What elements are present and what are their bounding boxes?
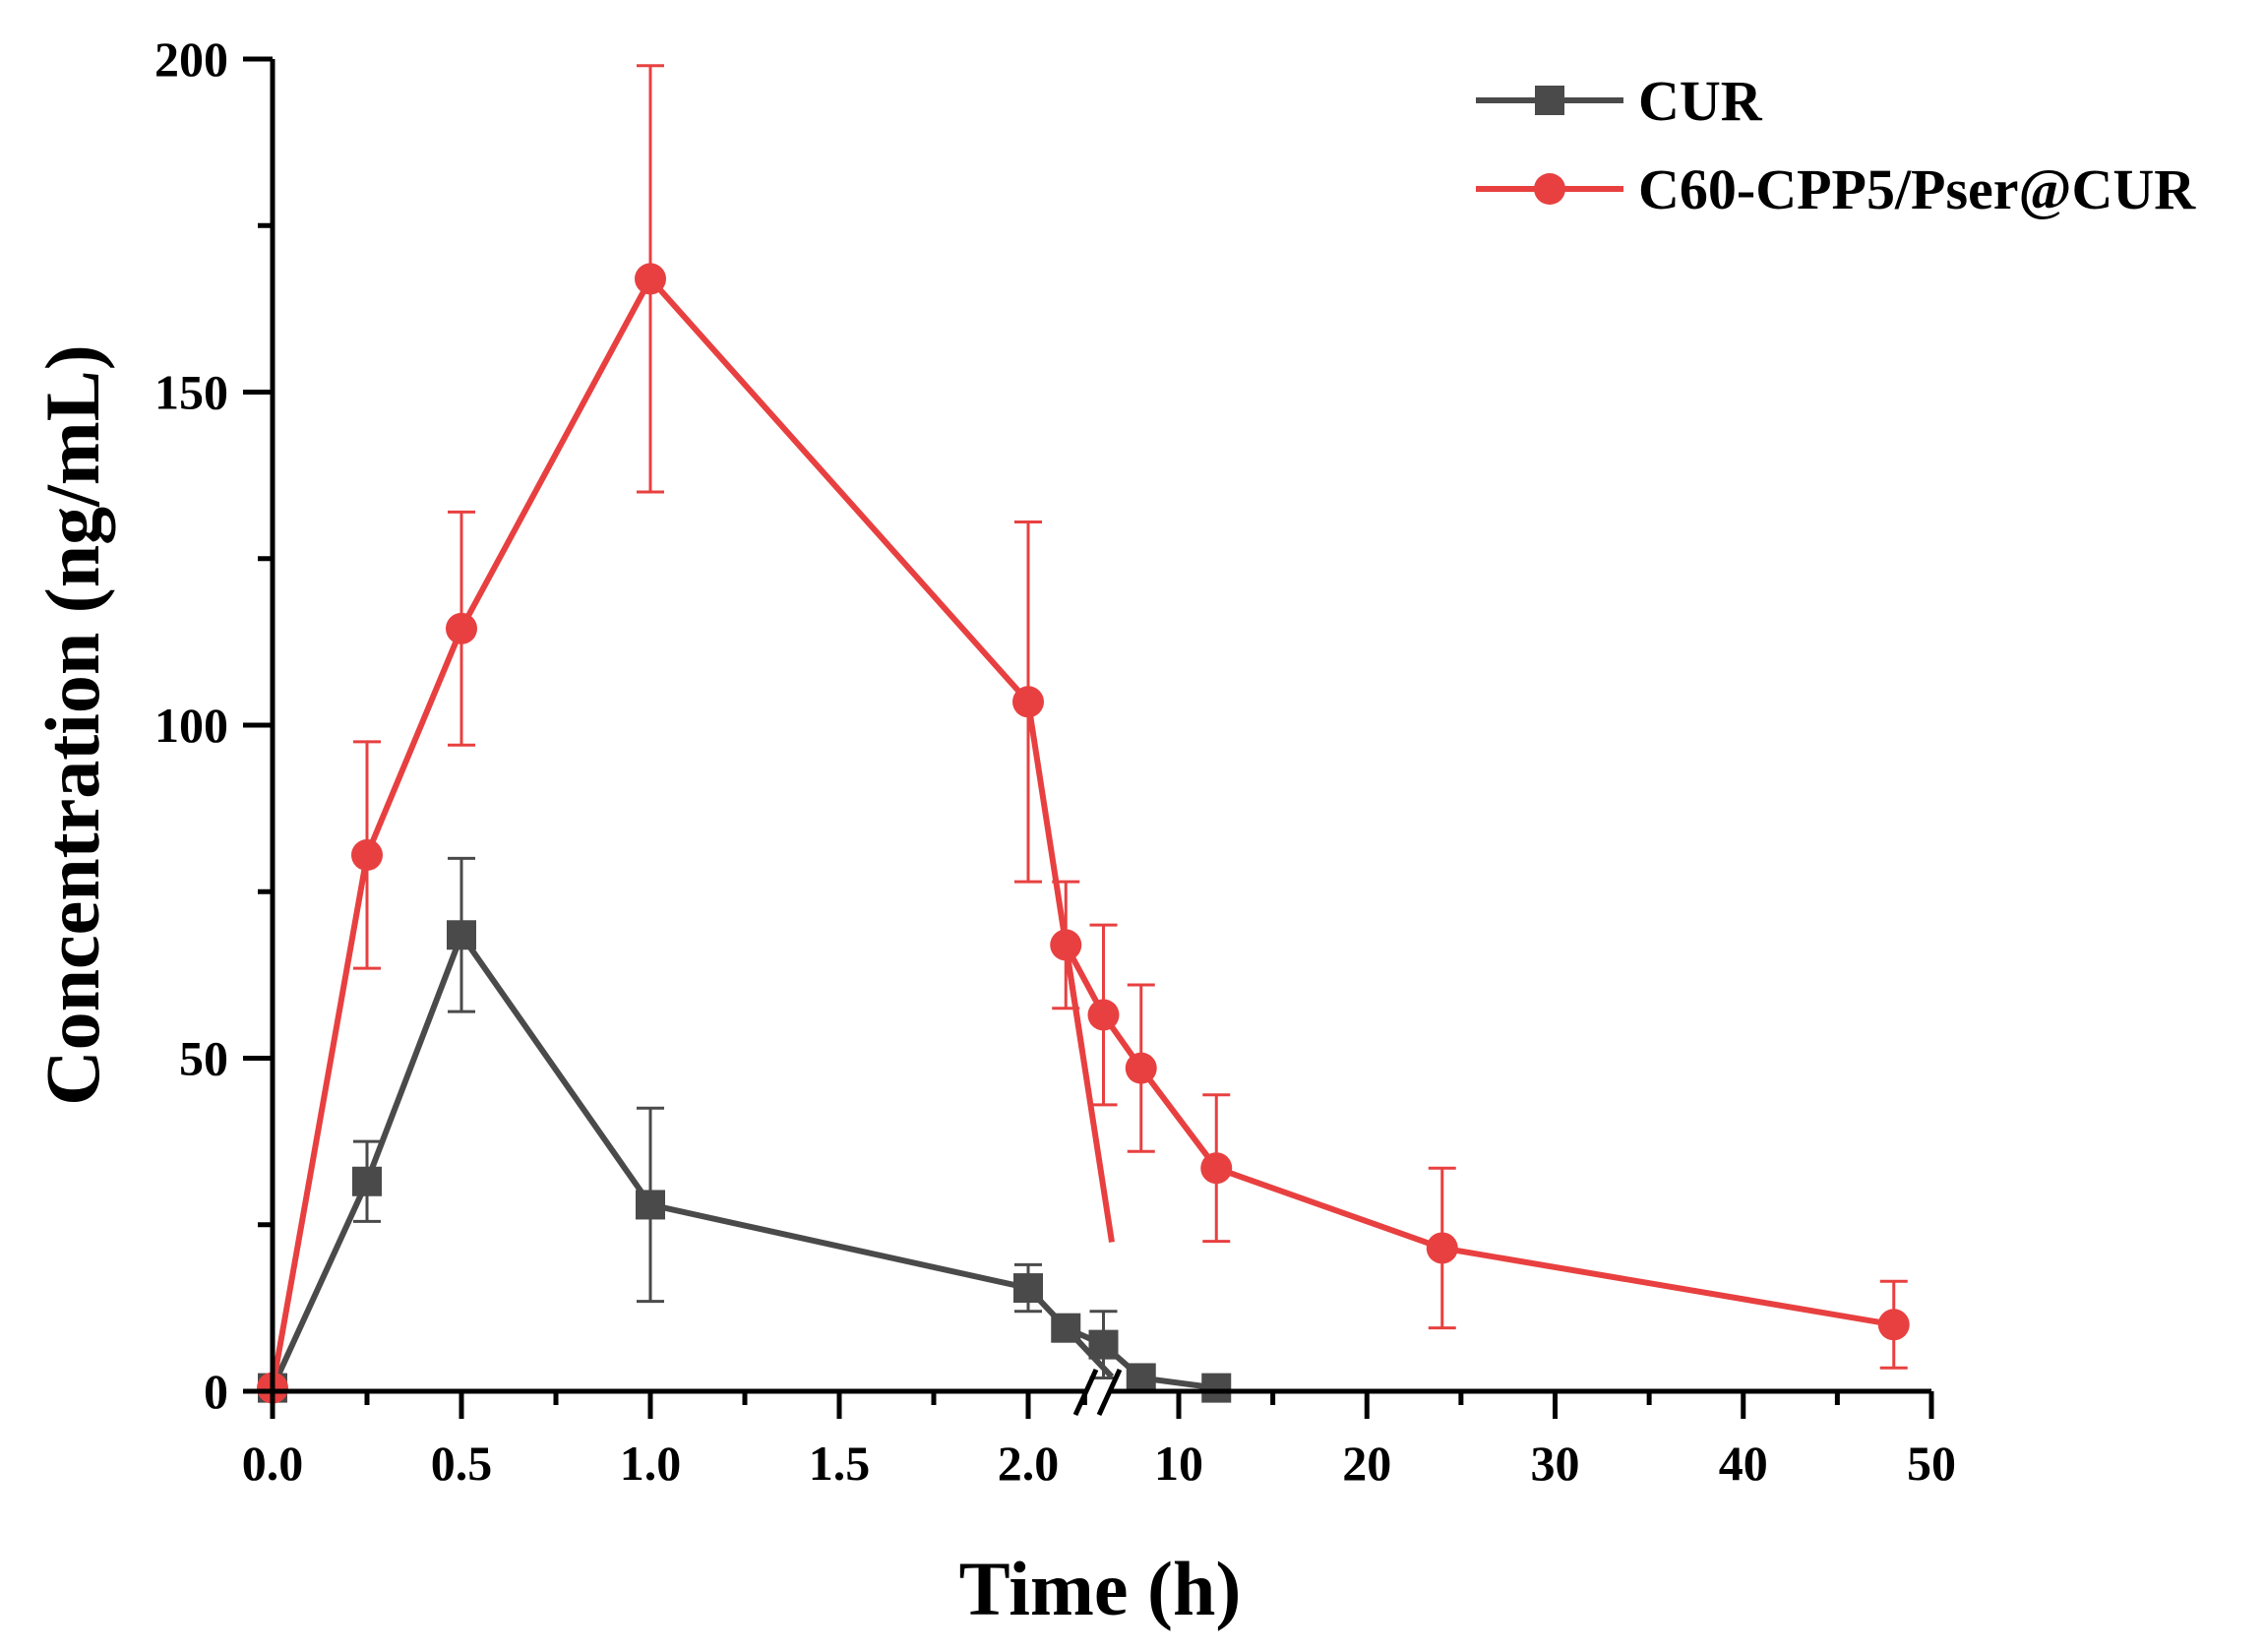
x-tick-label: 10	[1154, 1436, 1203, 1491]
data-point-circle	[1125, 1052, 1157, 1084]
series-line-segment	[1441, 1245, 1895, 1328]
y-axis-title: Concentration (ng/mL)	[30, 344, 115, 1105]
data-point-square	[1201, 1373, 1232, 1403]
y-tick-label: 50	[179, 1031, 228, 1086]
x-tick-label: 2.0	[998, 1436, 1060, 1491]
x-axis-title: Time (h)	[959, 1546, 1242, 1631]
series-line-segment	[1138, 1066, 1219, 1171]
ticks: 0 50 100 150 200 0.0 0.5 1.0 1.5 2.0 10 20 30 40 50	[154, 31, 1956, 1491]
series-line-segment	[647, 276, 1031, 704]
data-point-circle	[635, 263, 666, 295]
series-line-segment	[270, 854, 370, 1389]
y-tick-label: 150	[154, 365, 228, 420]
series-line-segment	[1215, 1165, 1443, 1252]
series-line-segment	[364, 934, 464, 1183]
series-layer	[257, 64, 1910, 1404]
data-point-circle	[351, 839, 383, 872]
x-tick-label: 40	[1719, 1436, 1768, 1491]
data-point-square	[1013, 1273, 1043, 1304]
legend: CUR C60-CPP5/Pser@CUR	[1476, 69, 2196, 221]
series-cur	[258, 856, 1232, 1403]
x-tick-label: 0.5	[431, 1436, 493, 1491]
x-tick-label: 50	[1907, 1436, 1956, 1491]
legend-marker-square	[1535, 86, 1564, 115]
data-point-square	[1126, 1363, 1156, 1393]
data-point-circle	[1877, 1309, 1910, 1341]
data-point-circle	[1087, 999, 1120, 1031]
data-point-square	[352, 1166, 382, 1196]
data-point-circle	[1426, 1232, 1458, 1264]
data-point-square	[1088, 1329, 1119, 1360]
data-point-square	[1051, 1313, 1081, 1343]
data-point-circle	[446, 612, 477, 644]
axis-break-mark-right	[1096, 1368, 1123, 1417]
series-line-segment	[459, 276, 653, 631]
x-tick-label: 30	[1531, 1436, 1580, 1491]
legend-marker-circle	[1534, 173, 1565, 205]
data-point-circle	[1200, 1152, 1233, 1185]
data-point-square	[447, 920, 476, 950]
series-line-segment	[1063, 944, 1115, 1243]
series-line-segment	[649, 1201, 1029, 1291]
y-tick-label: 0	[204, 1364, 228, 1419]
axes	[270, 59, 1931, 1417]
y-tick-label: 100	[154, 698, 228, 753]
series-line-segment	[270, 1180, 370, 1389]
data-point-circle	[1012, 686, 1044, 718]
series-line-segment	[459, 933, 653, 1207]
x-tick-label: 1.5	[809, 1436, 871, 1491]
legend-label: C60-CPP5/Pser@CUR	[1638, 157, 2196, 221]
data-point-circle	[1050, 929, 1082, 961]
legend-label: CUR	[1638, 69, 1763, 133]
series-c60-cpp5-pser-cur	[257, 64, 1910, 1404]
x-tick-label: 1.0	[620, 1436, 682, 1491]
data-point-square	[636, 1190, 665, 1220]
x-tick-label: 20	[1342, 1436, 1391, 1491]
series-line-segment	[364, 627, 464, 857]
x-tick-label: 0.0	[242, 1436, 304, 1491]
y-tick-label: 200	[154, 31, 228, 87]
